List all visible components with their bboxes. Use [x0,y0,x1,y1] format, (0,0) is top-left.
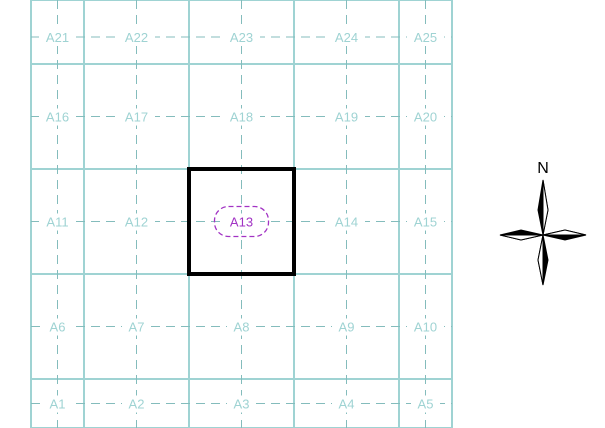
tile-label-halo [122,395,151,413]
compass-rose-icon: N [499,160,587,286]
tile-label-halo [407,29,444,46]
tile-label-halo [407,318,444,336]
tile-label[interactable]: A5 [418,397,434,412]
tile-label[interactable]: A7 [129,320,145,335]
tile-label[interactable]: A2 [129,397,145,412]
tile-label[interactable]: A18 [230,110,253,125]
tile-label-halo [118,108,155,126]
tile-label-halo [328,108,365,126]
tile-label-halo [39,213,76,231]
tile-label[interactable]: A23 [230,30,253,45]
map-frame [30,0,453,428]
tile-label[interactable]: A9 [339,320,355,335]
tile-labels: A21 A22 A23 A24 A25 A16 A17 A18 A19 A20 A11 A12 A13 A… [39,29,444,413]
tile-label[interactable]: A25 [414,30,437,45]
tile-label-halo [118,213,155,231]
tile-label-halo [407,108,444,126]
tile-label-halo [332,318,361,336]
tile-label[interactable]: A24 [335,30,358,45]
tile-label-halo [39,29,76,46]
tile-label[interactable]: A19 [335,110,358,125]
tile-label-halo [411,395,440,413]
tile-label[interactable]: A17 [125,110,148,125]
tile-label[interactable]: A21 [46,30,69,45]
tile-label-halo [43,395,72,413]
tile-label-halo [227,395,256,413]
tile-label-halo [223,213,260,231]
tile-label[interactable]: A20 [414,110,437,125]
tile-label[interactable]: A15 [414,215,437,230]
tile-label[interactable]: A16 [46,110,69,125]
tile-label-halo [328,213,365,231]
tile-label-halo [122,318,151,336]
tile-label[interactable]: A10 [414,320,437,335]
tile-label[interactable]: A12 [125,215,148,230]
tile-label[interactable]: A14 [335,215,358,230]
tile-label[interactable]: A1 [50,397,66,412]
tile-label[interactable]: A8 [234,320,250,335]
north-label: N [537,160,549,177]
tile-label-halo [43,318,72,336]
tile-label-halo [118,29,155,46]
tile-label[interactable]: A11 [46,215,68,230]
tile-label-halo [223,29,260,46]
tile-label[interactable]: A22 [125,30,148,45]
tile-label-halo [328,29,365,46]
tile-label-halo [332,395,361,413]
highlighted-tile-marker [213,205,270,238]
tile-label-halo [227,318,256,336]
tile-label-halo [223,108,260,126]
tile-label-halo [407,213,444,231]
tile-label[interactable]: A3 [234,397,250,412]
tile-label[interactable]: A13 [230,215,253,230]
tile-label-halo [39,108,76,126]
highlighted-tile-border[interactable] [187,167,296,276]
tile-label[interactable]: A4 [339,397,355,412]
tile-label[interactable]: A6 [50,320,66,335]
